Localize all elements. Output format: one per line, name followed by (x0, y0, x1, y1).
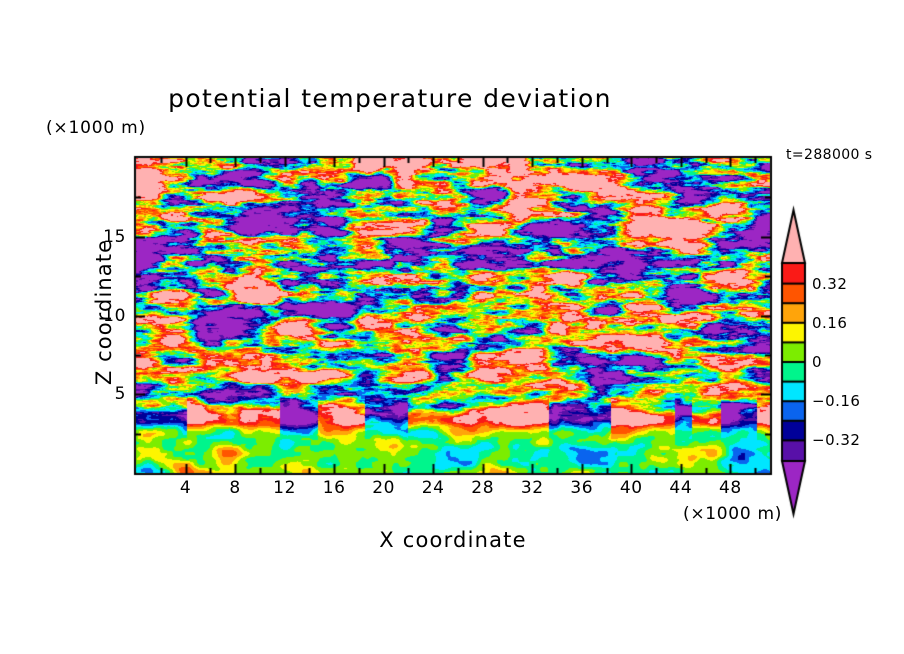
x-tick-label: 48 (718, 478, 742, 498)
x-tick-label: 44 (669, 478, 693, 498)
colorbar-tick-label: −0.32 (812, 431, 861, 450)
page-title: potential temperature deviation (168, 84, 612, 113)
y-tick-label: 10 (103, 305, 126, 326)
time-annotation: t=288000 s (786, 147, 873, 163)
contour-field-plot[interactable] (136, 158, 770, 473)
y-tick-label: 5 (114, 384, 126, 405)
colorbar-tick-label: 0 (812, 353, 823, 371)
x-axis-title: X coordinate (379, 528, 527, 552)
x-axis-units-label: (×1000 m) (683, 504, 783, 524)
x-tick-label: 4 (179, 478, 192, 498)
x-tick-label: 16 (322, 478, 346, 498)
x-tick-label: 12 (273, 478, 297, 498)
x-tick-label: 8 (229, 478, 241, 498)
x-tick-label: 28 (471, 478, 495, 498)
x-tick-label: 32 (520, 478, 544, 498)
colorbar-tick-label: 0.16 (812, 313, 848, 332)
y-tick-label: 15 (103, 226, 126, 247)
x-tick-label: 20 (372, 478, 396, 498)
x-tick-label: 40 (619, 478, 643, 498)
colorbar-tick-label: 0.32 (812, 274, 848, 293)
y-axis-units-label: (×1000 m) (46, 118, 146, 138)
colorbar-tick-label: −0.16 (812, 392, 861, 411)
x-tick-label: 24 (421, 478, 445, 498)
x-tick-label: 36 (570, 478, 594, 498)
